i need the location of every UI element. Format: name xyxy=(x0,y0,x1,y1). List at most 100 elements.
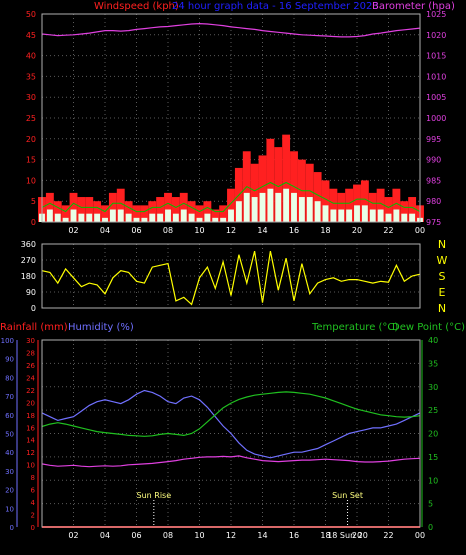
wind-speed-bar xyxy=(187,201,196,222)
rainfall-tick-label: 2 xyxy=(31,512,35,520)
x-tick-label: 02 xyxy=(68,531,78,540)
humidity-tick-label: 0 xyxy=(10,524,14,532)
wind-average-bar xyxy=(243,192,250,222)
humidity-tick-label: 30 xyxy=(5,468,14,476)
x-tick-label: 00 xyxy=(415,531,425,540)
wind-speed-bar xyxy=(179,192,188,222)
temperature-tick-label: 20 xyxy=(428,430,438,439)
humidity-tick-label: 20 xyxy=(5,487,14,495)
temperature-tick-label: 25 xyxy=(428,406,438,415)
humidity-tick-label: 60 xyxy=(5,412,14,420)
wind-average-bar xyxy=(212,217,219,222)
wind-speed-bar xyxy=(195,205,204,222)
rainfall-axis-title: Rainfall (mm) xyxy=(0,322,68,333)
wind-average-bar xyxy=(330,209,337,222)
x-tick-label: 06 xyxy=(131,531,141,540)
barometer-tick-label: 985 xyxy=(426,176,441,185)
compass-label: S xyxy=(439,270,446,283)
wind-tick-label: 10 xyxy=(26,176,36,185)
chart-title: 24 hour graph data - 16 September 2023 xyxy=(172,1,379,12)
wind-speed-bar xyxy=(274,147,283,222)
wind-speed-bar xyxy=(329,188,338,222)
barometer-tick-label: 980 xyxy=(426,197,441,206)
wind-average-bar xyxy=(369,209,376,222)
compass-label: N xyxy=(438,302,446,315)
wind-average-bar xyxy=(157,213,164,222)
x-tick-label: 16 xyxy=(289,531,299,540)
x-tick-label: 20 xyxy=(352,531,362,540)
dewpoint-line xyxy=(41,455,421,468)
wind-average-bar xyxy=(228,209,234,222)
wind-speed-bar xyxy=(219,205,228,222)
humidity-tick-label: 100 xyxy=(1,337,14,345)
sun-set-axis-label: 18 Sun 20 xyxy=(327,531,368,540)
barometer-axis-title: Barometer (hpa) xyxy=(372,1,455,12)
x-tick-label: 06 xyxy=(131,226,141,235)
x-tick-label: 10 xyxy=(194,226,204,235)
humidity-tick-label: 80 xyxy=(5,374,14,382)
wind-average-bar xyxy=(220,217,227,222)
wind-speed-bar xyxy=(392,188,401,222)
wind-average-bar xyxy=(251,197,258,222)
temperature-tick-label: 30 xyxy=(428,383,438,392)
rainfall-tick-label: 28 xyxy=(26,349,35,357)
wind-average-bar xyxy=(180,209,187,222)
wind-average-bar xyxy=(306,197,313,222)
wind-speed-bar xyxy=(400,201,409,222)
wind-speed-bar xyxy=(93,201,102,222)
wind-speed-bar xyxy=(345,188,354,222)
wind-tick-label: 15 xyxy=(26,156,36,165)
wind-speed-bar xyxy=(101,205,109,222)
wind-speed-bar xyxy=(305,163,314,222)
wind-average-bar xyxy=(86,213,93,222)
wind-speed-bar xyxy=(227,188,235,222)
plot-frame xyxy=(41,339,421,528)
wind-speed-bar xyxy=(156,197,165,222)
wind-speed-bar xyxy=(116,188,125,222)
wind-speed-bar xyxy=(203,201,212,222)
x-tick-label: 22 xyxy=(383,531,393,540)
rainfall-tick-label: 20 xyxy=(26,399,35,407)
wind-speed-bar xyxy=(171,197,180,222)
barometer-tick-label: 990 xyxy=(426,156,441,165)
wind-average-bar xyxy=(338,209,345,222)
wind-average-bar xyxy=(172,213,179,222)
wind-speed-bar xyxy=(211,209,220,222)
compass-label: N xyxy=(438,238,446,251)
humidity-line xyxy=(41,389,421,459)
wind-barometer-chart: 0510152025303540455097598098599099510001… xyxy=(26,10,447,235)
direction-tick-label: 360 xyxy=(21,240,36,249)
wind-average-bar xyxy=(314,201,321,222)
rainfall-tick-label: 6 xyxy=(31,487,36,495)
x-tick-label: 02 xyxy=(68,226,78,235)
humidity-tick-label: 50 xyxy=(5,431,14,439)
rainfall-tick-label: 30 xyxy=(26,337,35,345)
x-tick-label: 10 xyxy=(194,531,204,540)
wind-direction-line xyxy=(41,250,421,306)
x-tick-label: 14 xyxy=(257,226,267,235)
wind-speed-bar xyxy=(250,163,259,222)
compass-label: W xyxy=(437,254,448,267)
temperature-tick-label: 15 xyxy=(428,453,438,462)
humidity-tick-label: 10 xyxy=(5,505,14,513)
wind-average-bar xyxy=(102,217,108,222)
wind-average-bar xyxy=(188,213,195,222)
humidity-axis-title: Humidity (%) xyxy=(68,322,134,333)
wind-speed-bar xyxy=(368,192,377,222)
barometer-tick-label: 975 xyxy=(426,218,441,227)
barometer-tick-label: 1010 xyxy=(426,72,446,81)
humidity-tick-label: 90 xyxy=(5,356,14,364)
wind-tick-label: 35 xyxy=(26,72,36,81)
barometer-line xyxy=(41,22,421,38)
wind-average-bar xyxy=(409,213,416,222)
x-tick-label: 00 xyxy=(415,226,425,235)
rainfall-tick-label: 18 xyxy=(26,412,35,420)
wind-speed-bar xyxy=(140,205,149,222)
wind-speed-bar xyxy=(61,205,70,222)
x-tick-label: 04 xyxy=(100,226,110,235)
wind-average-bar xyxy=(196,217,203,222)
barometer-tick-label: 995 xyxy=(426,135,441,144)
x-tick-label: 20 xyxy=(352,226,362,235)
